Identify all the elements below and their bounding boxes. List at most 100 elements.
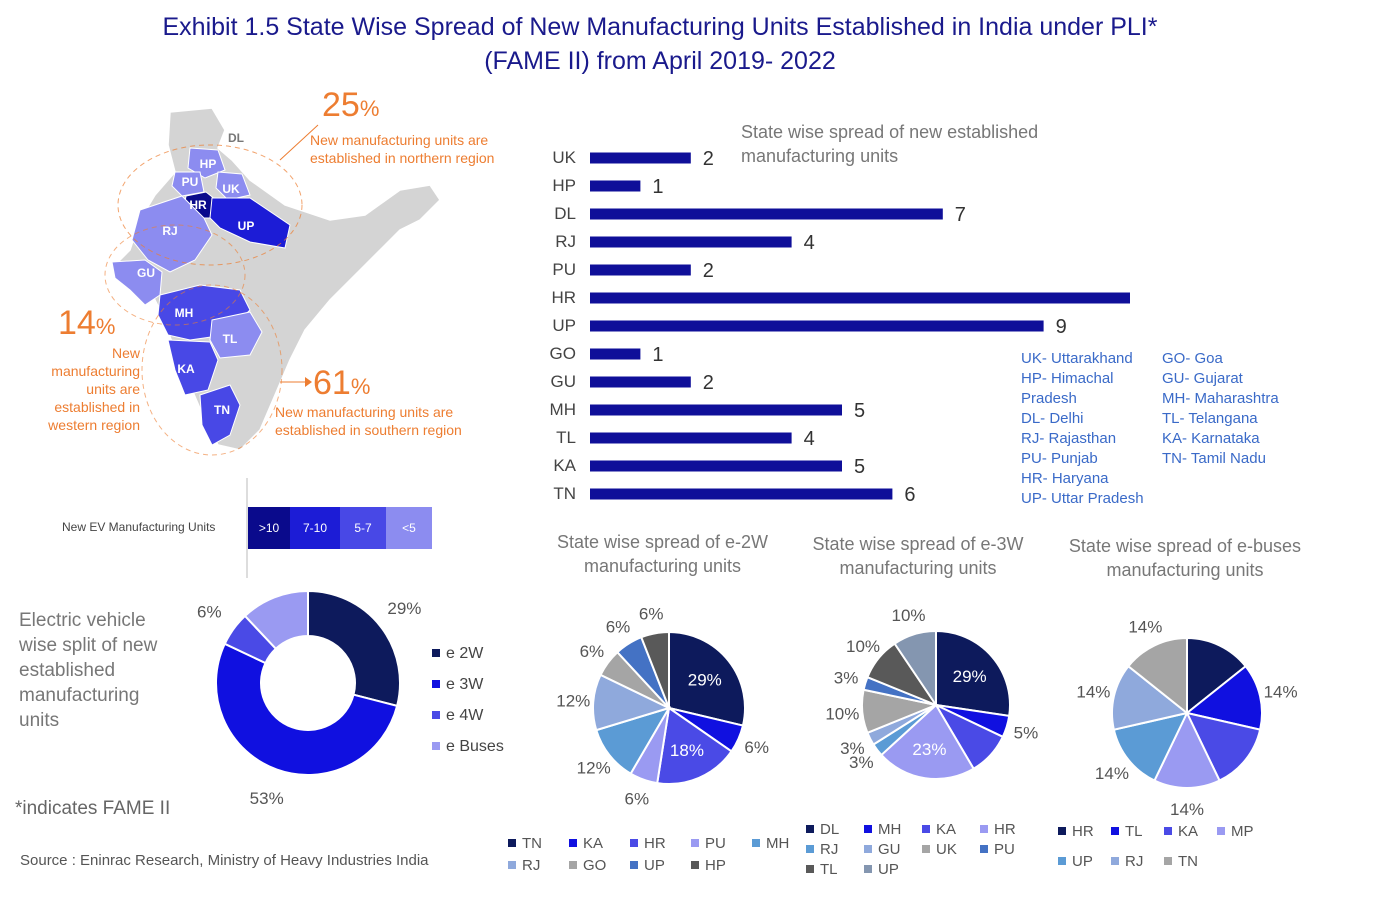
legend-label: RJ xyxy=(820,841,838,858)
bar-value-label: 4 xyxy=(804,232,815,254)
bar-value-label: 1 xyxy=(652,344,663,366)
scale-cell-5-7: 5-7 xyxy=(340,507,386,549)
state-HP xyxy=(187,147,226,179)
pie-buses-title: State wise spread of e-buses manufacturi… xyxy=(1068,536,1302,580)
bar-category-label: PU xyxy=(552,260,576,279)
bar xyxy=(590,488,893,500)
pie-value-label: 6% xyxy=(606,618,631,637)
bar-category-label: HP xyxy=(552,176,576,195)
bar-category-label: GU xyxy=(551,372,577,391)
map-label-TL: TL xyxy=(223,332,238,346)
pie-slice xyxy=(215,642,399,776)
abbr-item: HR- Haryana xyxy=(1021,470,1109,487)
bar-category-label: DL xyxy=(554,204,576,223)
pie-value-label: 10% xyxy=(825,704,859,723)
legend-swatch xyxy=(806,845,814,853)
abbr-item: HP- Himachal xyxy=(1021,370,1114,387)
legend-swatch xyxy=(1164,827,1172,835)
map-label-TN: TN xyxy=(214,403,230,417)
exhibit-title: Exhibit 1.5 State Wise Spread of New Man… xyxy=(0,10,1320,78)
legend-swatch xyxy=(691,839,699,847)
pie-slice xyxy=(1185,711,1262,782)
ev-split-donut-chart: 29%53%6%12%e 2We 3We 4We Buses xyxy=(197,589,504,808)
abbr-item: TN- Tamil Nadu xyxy=(1162,450,1266,467)
source-note: Source : Eninrac Research, Ministry of H… xyxy=(20,852,429,869)
pie-slice xyxy=(1153,710,1221,789)
legend-swatch xyxy=(922,845,930,853)
north-note: New manufacturing units are established … xyxy=(310,132,495,166)
legend-label: e 3W xyxy=(446,676,484,693)
bar xyxy=(590,460,842,472)
legend-swatch xyxy=(922,825,930,833)
bar xyxy=(590,348,641,360)
legend-swatch xyxy=(1111,857,1119,865)
pie-slice xyxy=(1186,636,1248,716)
bar-category-label: GO xyxy=(550,344,576,363)
pie-value-label: 14% xyxy=(1170,800,1204,819)
bar-value-label: 5 xyxy=(854,400,865,422)
legend-label: HR xyxy=(644,835,666,852)
state-KA xyxy=(167,339,219,396)
legend-label: UP xyxy=(1072,853,1093,870)
color-scale: >10 7-10 5-7 <5 xyxy=(248,507,432,549)
legend-swatch xyxy=(806,825,814,833)
legend-label: GU xyxy=(878,841,901,858)
scale-label: New EV Manufacturing Units xyxy=(62,520,216,534)
legend-label: PU xyxy=(705,835,726,852)
pie-value-label: 6% xyxy=(580,642,605,661)
legend-swatch xyxy=(432,711,440,719)
legend-swatch xyxy=(752,839,760,847)
bar xyxy=(590,432,792,444)
pie-value-label: 29% xyxy=(387,599,421,618)
bar xyxy=(590,404,842,416)
pie-slice xyxy=(668,630,746,727)
title-line-1: Exhibit 1.5 State Wise Spread of New Man… xyxy=(162,13,1158,41)
bar xyxy=(590,264,691,276)
south-percent: 61% xyxy=(313,364,371,402)
bar-chart-title: State wise spread of new established man… xyxy=(741,122,1039,166)
legend-label: UP xyxy=(644,857,665,874)
pie-slice xyxy=(639,630,670,709)
legend-swatch xyxy=(432,649,440,657)
pie-value-label: 5% xyxy=(1014,723,1039,742)
pie-value-label: 29% xyxy=(953,667,987,686)
pie-value-label: 6% xyxy=(197,602,222,621)
bar-category-label: UP xyxy=(552,316,576,335)
legend-label: RJ xyxy=(1125,853,1143,870)
legend-swatch xyxy=(806,865,814,873)
abbr-item: MH- Maharashtra xyxy=(1162,390,1279,407)
legend-swatch xyxy=(1217,827,1225,835)
legend-label: TL xyxy=(820,861,838,878)
legend-label: HR xyxy=(994,821,1016,838)
north-region-outline xyxy=(117,144,303,266)
legend-swatch xyxy=(980,845,988,853)
pie-slice xyxy=(1111,664,1190,731)
abbr-item: GU- Gujarat xyxy=(1162,370,1243,387)
bar-value-label: 5 xyxy=(854,456,865,478)
state-RJ xyxy=(131,195,213,273)
legend-swatch xyxy=(630,839,638,847)
legend-label: TN xyxy=(522,835,542,852)
north-percent: 25% xyxy=(322,86,380,124)
map-label-HR: HR xyxy=(189,198,207,212)
abbr-item: TL- Telangana xyxy=(1162,410,1258,427)
south-pointer-arrowhead xyxy=(305,377,312,387)
legend-label: TL xyxy=(1125,823,1143,840)
pie-slice xyxy=(935,629,1011,718)
pie-value-label: 6% xyxy=(744,738,769,757)
pie-value-label: 18% xyxy=(670,741,704,760)
legend-swatch xyxy=(432,680,440,688)
pie-value-label: 10% xyxy=(846,637,880,656)
map-label-MH: MH xyxy=(175,306,194,320)
map-label-DL: DL xyxy=(228,131,244,145)
pie-value-label: 12% xyxy=(577,759,611,778)
legend-label: MH xyxy=(766,835,789,852)
legend-label: GO xyxy=(583,857,606,874)
pie-slice xyxy=(1184,664,1263,731)
legend-swatch xyxy=(569,861,577,869)
pie-slice xyxy=(243,589,309,651)
legend-swatch xyxy=(1058,857,1066,865)
bar-value-label: 9 xyxy=(1056,316,1067,338)
legend-label: e Buses xyxy=(446,738,504,755)
